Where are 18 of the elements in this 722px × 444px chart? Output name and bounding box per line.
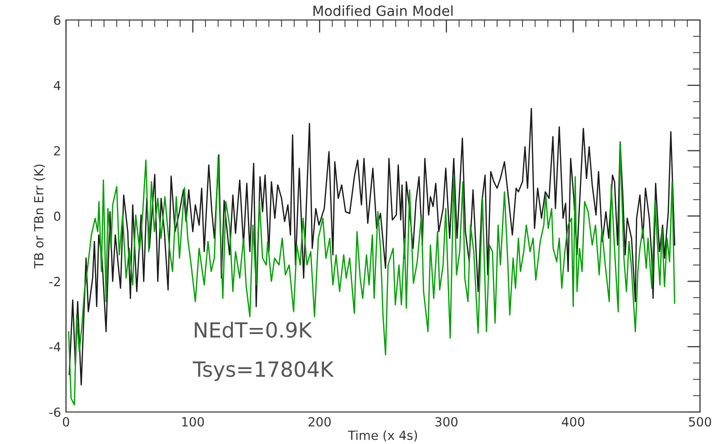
y-tick-label: 6: [54, 15, 60, 25]
x-tick-label: 200: [308, 417, 331, 427]
x-tick-label: 400: [562, 417, 584, 427]
y-tick-label: 2: [54, 146, 60, 156]
annotation: NEdT=0.9K: [194, 322, 312, 338]
chart-title: Modified Gain Model: [313, 5, 453, 16]
y-axis-title: TB or TBn Err (K): [34, 164, 45, 268]
y-tick-label: -6: [49, 407, 60, 417]
annotation: Tsys=17804K: [192, 361, 334, 382]
x-tick-label: 500: [689, 417, 712, 427]
x-tick-label: 300: [435, 417, 458, 427]
y-tick-label: 4: [54, 80, 60, 90]
x-axis-title: Time (x 4s): [348, 430, 417, 442]
x-tick-label: 100: [182, 417, 204, 427]
y-tick-label: -4: [49, 342, 60, 352]
x-tick-label: 0: [62, 417, 70, 427]
y-tick-label: -2: [49, 276, 60, 286]
y-tick-label: 0: [54, 211, 60, 221]
